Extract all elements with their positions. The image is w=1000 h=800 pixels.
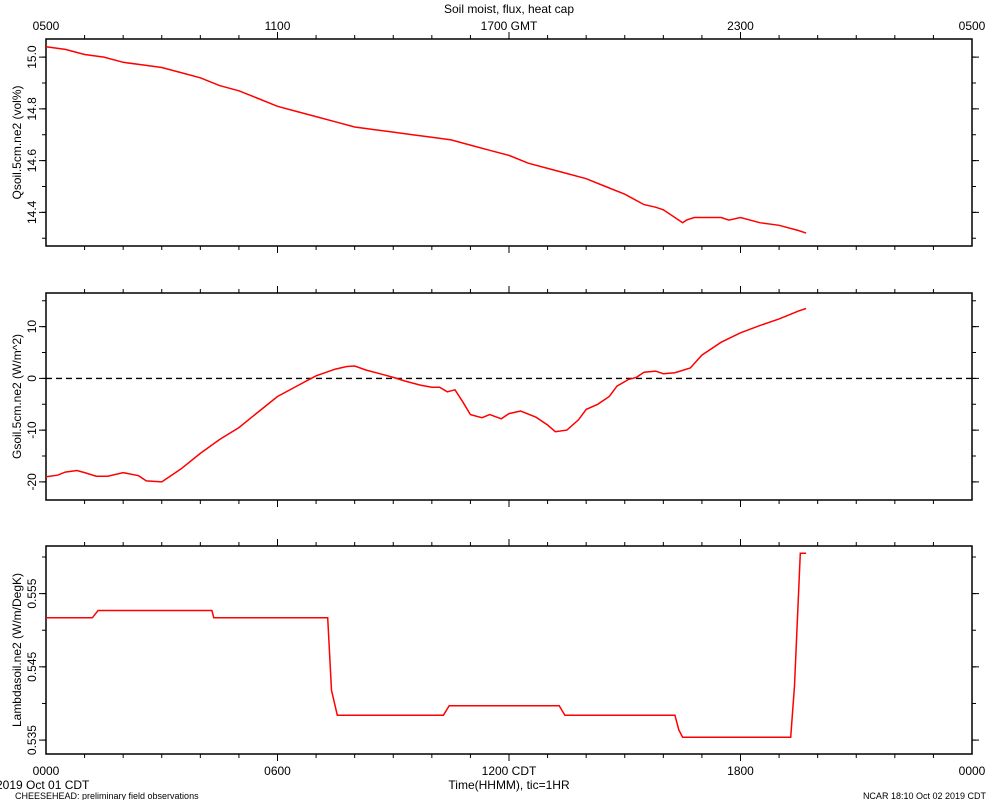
panel-1: 14.4 14.6 14.8 15.0 Qsoil.5cm.ne2 (vol%) (10, 32, 979, 253)
y-tick-label: 14.4 (25, 200, 39, 224)
chart-title: Soil moist, flux, heat cap (444, 2, 574, 16)
y-axis-label: Qsoil.5cm.ne2 (vol%) (10, 85, 24, 199)
panel-frame (45, 545, 973, 755)
y-axis-label: Gsoil.5cm.ne2 (W/m^2) (10, 334, 24, 459)
bottom-tick-label: 1800 (727, 764, 754, 778)
y-tick-label: 0.535 (25, 725, 39, 755)
bottom-tick-label: 0600 (264, 764, 291, 778)
series-line (46, 552, 807, 738)
series-line (45, 46, 807, 234)
bottom-tick-label: 0000 (33, 764, 60, 778)
panel-frame (45, 292, 973, 501)
project-label: CHEESEHEAD: preliminary field observatio… (15, 791, 199, 800)
y-tick-label: -10 (25, 421, 39, 439)
y-tick-label: -20 (25, 473, 39, 491)
x-axis-label: Time(HHMM), tic=1HR (448, 778, 570, 792)
top-tick-label: 1100 (265, 19, 291, 33)
y-tick-label: 0.555 (25, 578, 39, 608)
top-axis: 0500 1100 1700 GMT 2300 0500 (33, 19, 986, 33)
y-tick-label: 14.8 (25, 97, 39, 121)
bottom-tick-label: 1200 CDT (482, 764, 537, 778)
y-axis-label: Lambdasoil.ne2 (W/m/DegK) (10, 573, 24, 727)
y-tick-label: 0 (25, 375, 39, 382)
y-tick-label: 14.6 (25, 149, 39, 173)
y-tick-label: 0.545 (25, 652, 39, 682)
bottom-tick-label: 0000 (959, 764, 986, 778)
timestamp-label: NCAR 18:10 Oct 02 2019 CDT (863, 791, 987, 800)
panel-frame (45, 38, 973, 247)
top-tick-label: 2300 (727, 19, 754, 33)
top-tick-label: 0500 (33, 19, 60, 33)
top-tick-label: 0500 (959, 19, 986, 33)
top-tick-label: 1700 GMT (481, 19, 538, 33)
series-line (45, 307, 807, 483)
y-tick-label: 10 (25, 320, 39, 334)
date-label: 2019 Oct 01 CDT (0, 778, 90, 792)
bottom-axis: 0000 0600 1200 CDT 1800 0000 (33, 764, 986, 778)
y-tick-label: 15.0 (25, 45, 39, 69)
